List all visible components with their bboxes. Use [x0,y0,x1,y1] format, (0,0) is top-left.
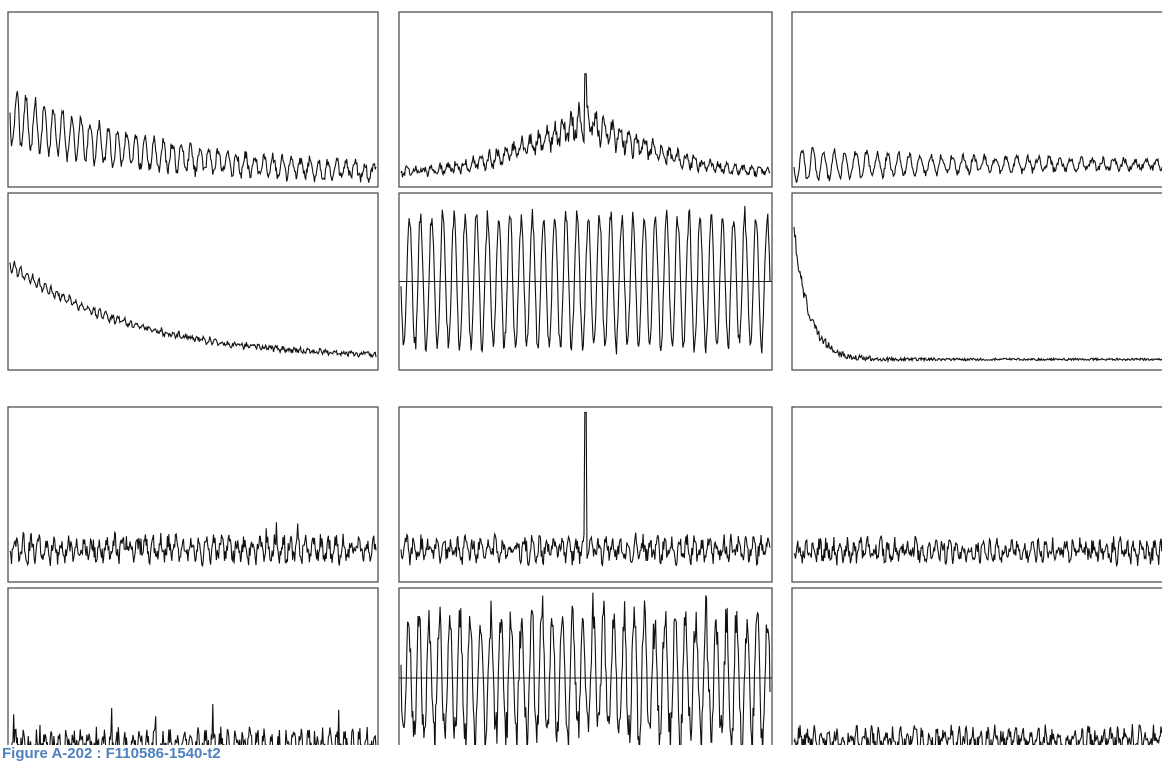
figure-caption: Figure A-202 : F110586-1540-t2 [2,745,221,762]
panel-frame [7,587,379,745]
waveform [9,90,377,183]
waveform [400,592,771,745]
waveform [793,146,1162,184]
waveform [11,703,377,745]
waveform [400,411,771,567]
panel-frame [791,587,1162,745]
panel-frame [7,11,379,188]
panel-frame [7,192,379,371]
panel-frame [791,406,1162,583]
waveform [793,724,1162,745]
waveform [400,205,771,355]
waveform [400,73,771,178]
panel-frame [7,406,379,583]
waveform [793,226,1162,364]
figure [7,11,1162,745]
panel-frame [398,11,773,188]
panel-frame [398,406,773,583]
panel-frame [791,11,1162,188]
waveform [9,260,377,359]
waveform [793,534,1162,568]
panel-frame [791,192,1162,371]
waveform [9,522,377,568]
